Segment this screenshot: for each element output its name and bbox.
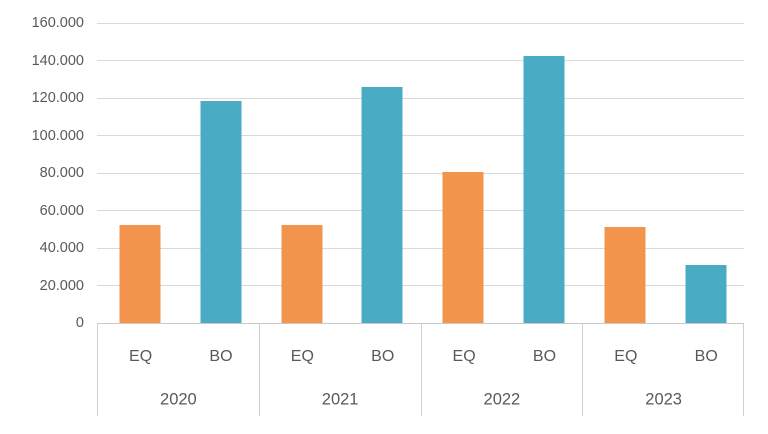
sub-category-label-bo-2023: BO [694, 348, 718, 365]
y-tick-label: 100.000 [31, 127, 84, 144]
y-tick-label: 40.000 [39, 240, 84, 256]
y-axis-tick-labels: 0 20.000 40.000 60.000 80.000 100.000 120.000 1… [0, 15, 86, 331]
bar-bo-2021 [361, 87, 403, 323]
bar-bo-2022 [523, 56, 565, 323]
gridline [97, 247, 744, 249]
category-group-2020: EQ BO 2020 [97, 324, 259, 416]
bar-bo-2020 [200, 101, 242, 323]
sub-category-label-eq-2021: EQ [290, 348, 314, 365]
y-tick-label: 160.000 [31, 15, 84, 31]
year-label-2023: 2023 [645, 390, 682, 409]
y-tick-label: 60.000 [39, 202, 84, 219]
y-tick-label: 0 [75, 315, 84, 331]
bar-eq-2022 [442, 172, 484, 323]
bar-eq-2021 [281, 225, 323, 323]
y-tick-label: 120.000 [31, 90, 84, 106]
bar-group-2023 [582, 23, 744, 323]
plot-area [97, 22, 744, 323]
gridline [97, 22, 744, 24]
gridline [97, 285, 744, 286]
category-axis: EQ BO 2020 EQ BO 2021 EQ BO 2022 EQ BO 2023 [97, 323, 744, 416]
category-group-2022: EQ BO 2022 [420, 324, 583, 416]
axis-right-border [743, 324, 744, 416]
y-tick-label: 20.000 [39, 277, 84, 294]
sub-category-label-eq-2020: EQ [129, 348, 153, 365]
category-group-2021: EQ BO 2021 [258, 324, 421, 416]
gridline [97, 60, 744, 61]
bar-eq-2020 [119, 225, 161, 323]
gridline [97, 135, 744, 136]
sub-category-label-bo-2020: BO [209, 348, 233, 365]
year-label-2021: 2021 [321, 390, 359, 409]
sub-category-label-eq-2022: EQ [452, 348, 476, 365]
sub-category-label-eq-2023: EQ [614, 348, 638, 365]
year-label-2020: 2020 [160, 390, 197, 409]
bar-eq-2023 [604, 227, 646, 323]
bar-bo-2023 [685, 265, 727, 323]
y-tick-label: 80.000 [39, 165, 84, 181]
bar-group-2021 [259, 23, 421, 323]
bar-group-2022 [421, 23, 583, 323]
year-label-2022: 2022 [483, 390, 521, 409]
y-tick-label: 140.000 [31, 52, 84, 69]
sub-category-label-bo-2022: BO [532, 348, 557, 365]
category-group-2023: EQ BO 2023 [582, 324, 744, 416]
bar-group-2020 [97, 23, 259, 323]
sub-category-label-bo-2021: BO [371, 348, 395, 365]
gridline [97, 97, 744, 99]
gridline [97, 210, 744, 211]
gridline [97, 172, 744, 174]
